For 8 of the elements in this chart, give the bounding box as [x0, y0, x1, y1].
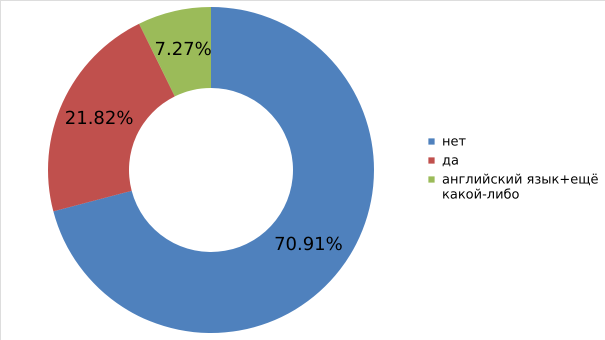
data-label: 7.27%: [154, 39, 212, 60]
donut-slice: [53, 7, 374, 333]
data-label: 21.82%: [64, 108, 134, 129]
legend-label: английский язык+ещё какой-либо: [442, 172, 599, 202]
legend-label: нет: [442, 134, 466, 150]
data-label: 70.91%: [274, 234, 343, 256]
legend-label: да: [442, 154, 459, 168]
donut-slice: [139, 7, 211, 96]
